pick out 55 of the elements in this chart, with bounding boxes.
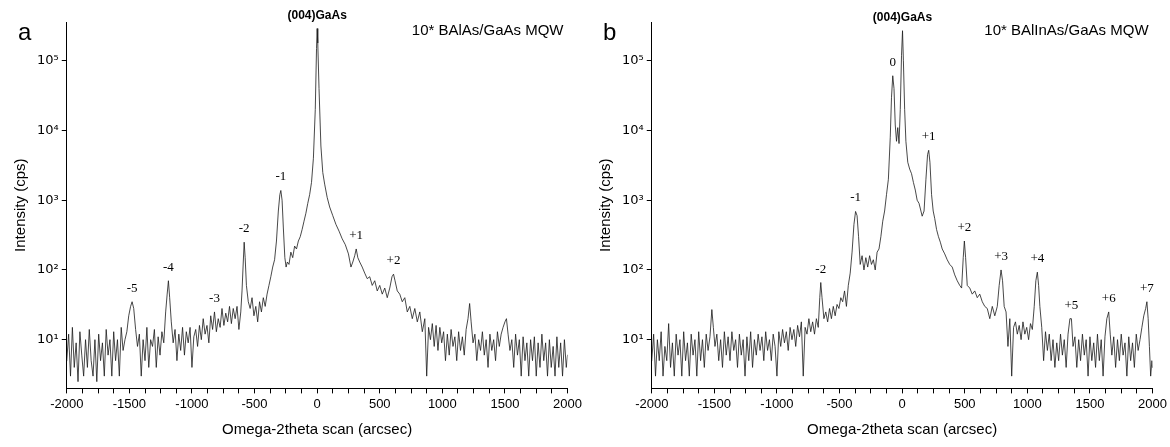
x-tick-label: -500 (241, 395, 268, 411)
y-tick-label: 10⁵ (36, 52, 59, 68)
annotation: -2 (238, 220, 250, 236)
chart-subtitle: 10* BAlInAs/GaAs MQW (984, 21, 1150, 38)
annotation: 0 (889, 53, 897, 69)
annotation: +6 (1101, 289, 1117, 305)
x-tick-label: 1000 (427, 395, 457, 411)
x-tick-label: -1000 (175, 395, 209, 411)
x-tick-label: 0 (313, 395, 321, 411)
annotation: +5 (1064, 296, 1079, 312)
y-tick-label: 10³ (36, 191, 59, 207)
x-axis-title: Omega-2theta scan (arcsec) (222, 420, 413, 438)
annotation: -2 (815, 260, 827, 276)
annotation: +4 (1030, 250, 1045, 266)
y-tick-label: 10⁵ (621, 52, 644, 68)
x-tick-label: -2000 (635, 395, 669, 411)
annotation: +7 (1139, 279, 1155, 295)
y-tick-label: 10² (36, 261, 59, 277)
annotation: -3 (209, 289, 220, 305)
annotation: -5 (126, 279, 138, 295)
x-tick-label: 500 (953, 395, 976, 411)
y-tick-label: 10⁴ (36, 121, 59, 137)
annotation: (004)GaAs (287, 7, 348, 22)
chart-title: b (603, 18, 617, 45)
annotation: +1 (921, 128, 936, 144)
y-tick-label: 10³ (621, 191, 644, 207)
x-tick-label: 1000 (1012, 395, 1042, 411)
x-axis-title: Omega-2theta scan (arcsec) (807, 420, 998, 438)
y-tick-label: 10¹ (36, 331, 59, 347)
y-tick-label: 10¹ (621, 331, 644, 347)
annotation: +2 (386, 252, 401, 268)
x-tick-label: -2000 (50, 395, 84, 411)
y-tick-label: 10⁴ (621, 121, 644, 137)
annotation: -4 (162, 258, 175, 274)
chart-subtitle: 10* BAlAs/GaAs MQW (411, 21, 565, 38)
x-tick-label: 500 (368, 395, 391, 411)
x-tick-label: -500 (826, 395, 853, 411)
x-tick-label: -1500 (697, 395, 731, 411)
x-tick-label: 2000 (1138, 395, 1167, 411)
x-tick-label: -1000 (760, 395, 794, 411)
x-tick-label: 2000 (553, 395, 582, 411)
annotation: (004)GaAs (872, 9, 933, 24)
y-tick-label: 10² (621, 261, 644, 277)
x-tick-label: 0 (898, 395, 906, 411)
annotation: -1 (275, 168, 287, 184)
annotation: +3 (994, 247, 1008, 263)
y-axis-title: Intensity (cps) (596, 158, 614, 252)
annotation: +2 (957, 219, 972, 235)
annotation: -1 (850, 189, 861, 205)
x-tick-label: -1500 (112, 395, 146, 411)
x-tick-label: 1500 (1075, 395, 1105, 411)
x-tick-label: 1500 (490, 395, 520, 411)
y-axis-title: Intensity (cps) (11, 158, 29, 252)
chart-title: a (18, 18, 32, 45)
annotation: +1 (349, 226, 364, 242)
